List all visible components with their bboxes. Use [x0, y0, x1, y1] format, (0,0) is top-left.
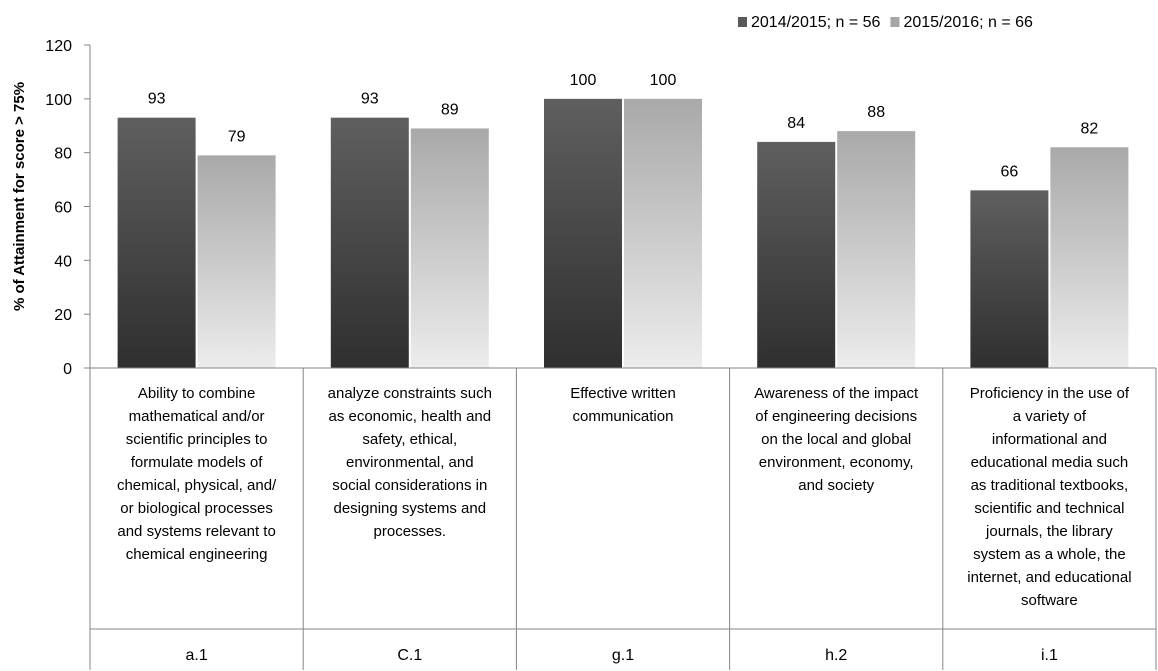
data-label: 93	[148, 91, 166, 108]
bar-series-1-i.1	[970, 190, 1048, 368]
category-code-h.2: h.2	[825, 647, 847, 664]
bars: 93 93 100 84 66 79 89 100 88 82	[118, 72, 1129, 368]
y-tick-label: 80	[54, 146, 72, 163]
data-label: 66	[1001, 163, 1019, 180]
legend-label-series-2: 2015/2016; n = 66	[903, 14, 1033, 31]
category-code-C.1: C.1	[397, 647, 422, 664]
data-label: 84	[787, 115, 805, 132]
y-tick-label: 60	[54, 200, 72, 217]
data-label: 89	[441, 101, 459, 118]
data-label: 79	[228, 128, 246, 145]
data-label: 82	[1081, 120, 1099, 137]
y-tick-label: 20	[54, 307, 72, 324]
bar-series-1-h.2	[757, 142, 835, 368]
legend-label-series-1: 2014/2015; n = 56	[751, 14, 881, 31]
data-label: 100	[650, 72, 677, 89]
bar-series-2-h.2	[837, 131, 915, 368]
category-label-g.1: Effective written communication	[570, 385, 676, 425]
category-code-g.1: g.1	[612, 647, 634, 664]
bar-series-2-C.1	[411, 128, 489, 368]
y-tick-label: 120	[45, 38, 72, 55]
legend-swatch-series-1	[738, 17, 747, 27]
category-label-h.2: Awareness of the impact of engineering de…	[754, 385, 919, 494]
y-tick-label: 100	[45, 92, 72, 109]
data-label: 100	[570, 72, 597, 89]
category-label-a.1: Ability to combine mathematical and/or sci…	[117, 385, 277, 563]
category-code-i.1: i.1	[1041, 647, 1058, 664]
legend: 2014/2015; n = 56 2015/2016; n = 66	[738, 14, 1033, 31]
category-code-a.1: a.1	[185, 647, 207, 664]
y-tick-label: 0	[63, 361, 72, 378]
bar-series-1-C.1	[331, 118, 409, 368]
bar-series-1-g.1	[544, 99, 622, 368]
y-axis-title: % of Attainment for score > 75%	[11, 82, 28, 311]
y-tick-label: 40	[54, 253, 72, 270]
legend-swatch-series-2	[890, 17, 899, 27]
data-label: 93	[361, 91, 379, 108]
bar-series-1-a.1	[118, 118, 196, 368]
y-axis: 0 20 40 60 80 100 120 % of Attainment for score…	[11, 38, 90, 378]
category-label-i.1: Proficiency in the use of a variety of inf…	[967, 385, 1131, 609]
category-label-C.1: analyze constraints such as economic, hea…	[328, 385, 492, 540]
data-label: 88	[867, 104, 885, 121]
category-table: Ability to combine mathematical and/or sci…	[90, 368, 1156, 670]
bar-series-2-g.1	[624, 99, 702, 368]
bar-series-2-i.1	[1050, 147, 1128, 368]
bar-series-2-a.1	[198, 155, 276, 368]
